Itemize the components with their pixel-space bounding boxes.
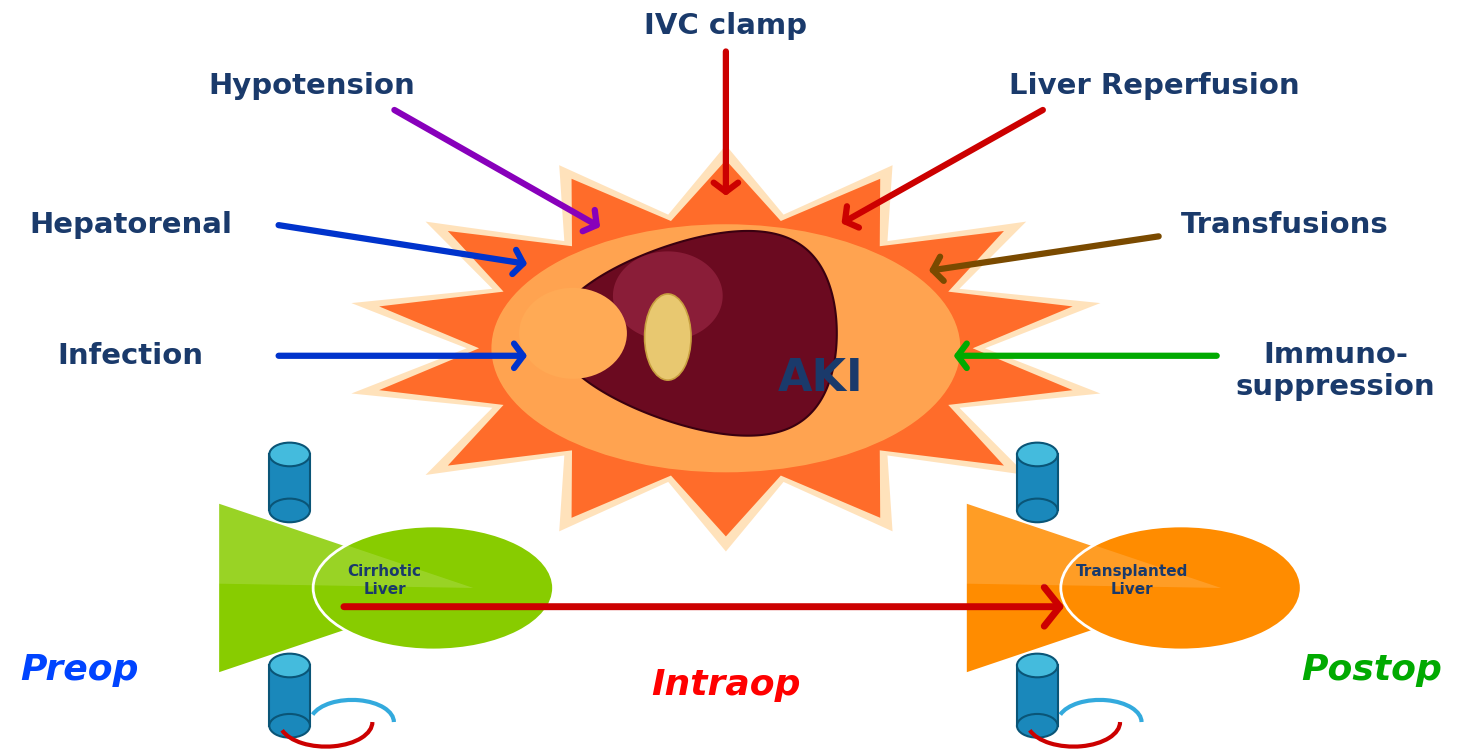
Ellipse shape bbox=[1017, 714, 1058, 738]
Text: Liver Reperfusion: Liver Reperfusion bbox=[1010, 72, 1299, 100]
Polygon shape bbox=[218, 502, 473, 674]
Circle shape bbox=[313, 526, 554, 650]
Text: Postop: Postop bbox=[1302, 653, 1442, 688]
Bar bbox=[269, 455, 310, 511]
Polygon shape bbox=[218, 502, 473, 588]
Ellipse shape bbox=[491, 224, 960, 473]
Text: AKI: AKI bbox=[777, 357, 863, 400]
Text: Cirrhotic
Liver: Cirrhotic Liver bbox=[348, 564, 422, 597]
Ellipse shape bbox=[1017, 654, 1058, 677]
Bar bbox=[1017, 455, 1058, 511]
Ellipse shape bbox=[644, 294, 691, 380]
Ellipse shape bbox=[1017, 443, 1058, 467]
Text: Intraop: Intraop bbox=[652, 668, 801, 703]
Ellipse shape bbox=[269, 714, 310, 738]
Circle shape bbox=[1061, 526, 1302, 650]
Polygon shape bbox=[378, 160, 1072, 536]
Text: Hypotension: Hypotension bbox=[209, 72, 415, 100]
Bar bbox=[269, 666, 310, 726]
Polygon shape bbox=[555, 231, 837, 436]
Text: Transplanted
Liver: Transplanted Liver bbox=[1077, 564, 1189, 597]
Text: Hepatorenal: Hepatorenal bbox=[29, 210, 232, 239]
Polygon shape bbox=[966, 502, 1221, 588]
Text: Transfusions: Transfusions bbox=[1180, 210, 1389, 239]
Text: Immuno-
suppression: Immuno- suppression bbox=[1236, 341, 1436, 401]
Ellipse shape bbox=[269, 499, 310, 522]
Ellipse shape bbox=[269, 443, 310, 467]
Text: IVC clamp: IVC clamp bbox=[644, 12, 808, 40]
Text: Infection: Infection bbox=[57, 342, 203, 370]
Polygon shape bbox=[966, 502, 1221, 674]
Text: Preop: Preop bbox=[20, 653, 139, 688]
Ellipse shape bbox=[1017, 499, 1058, 522]
Bar bbox=[1017, 666, 1058, 726]
Ellipse shape bbox=[269, 654, 310, 677]
Polygon shape bbox=[614, 252, 723, 340]
Polygon shape bbox=[352, 145, 1100, 551]
Ellipse shape bbox=[519, 288, 627, 379]
